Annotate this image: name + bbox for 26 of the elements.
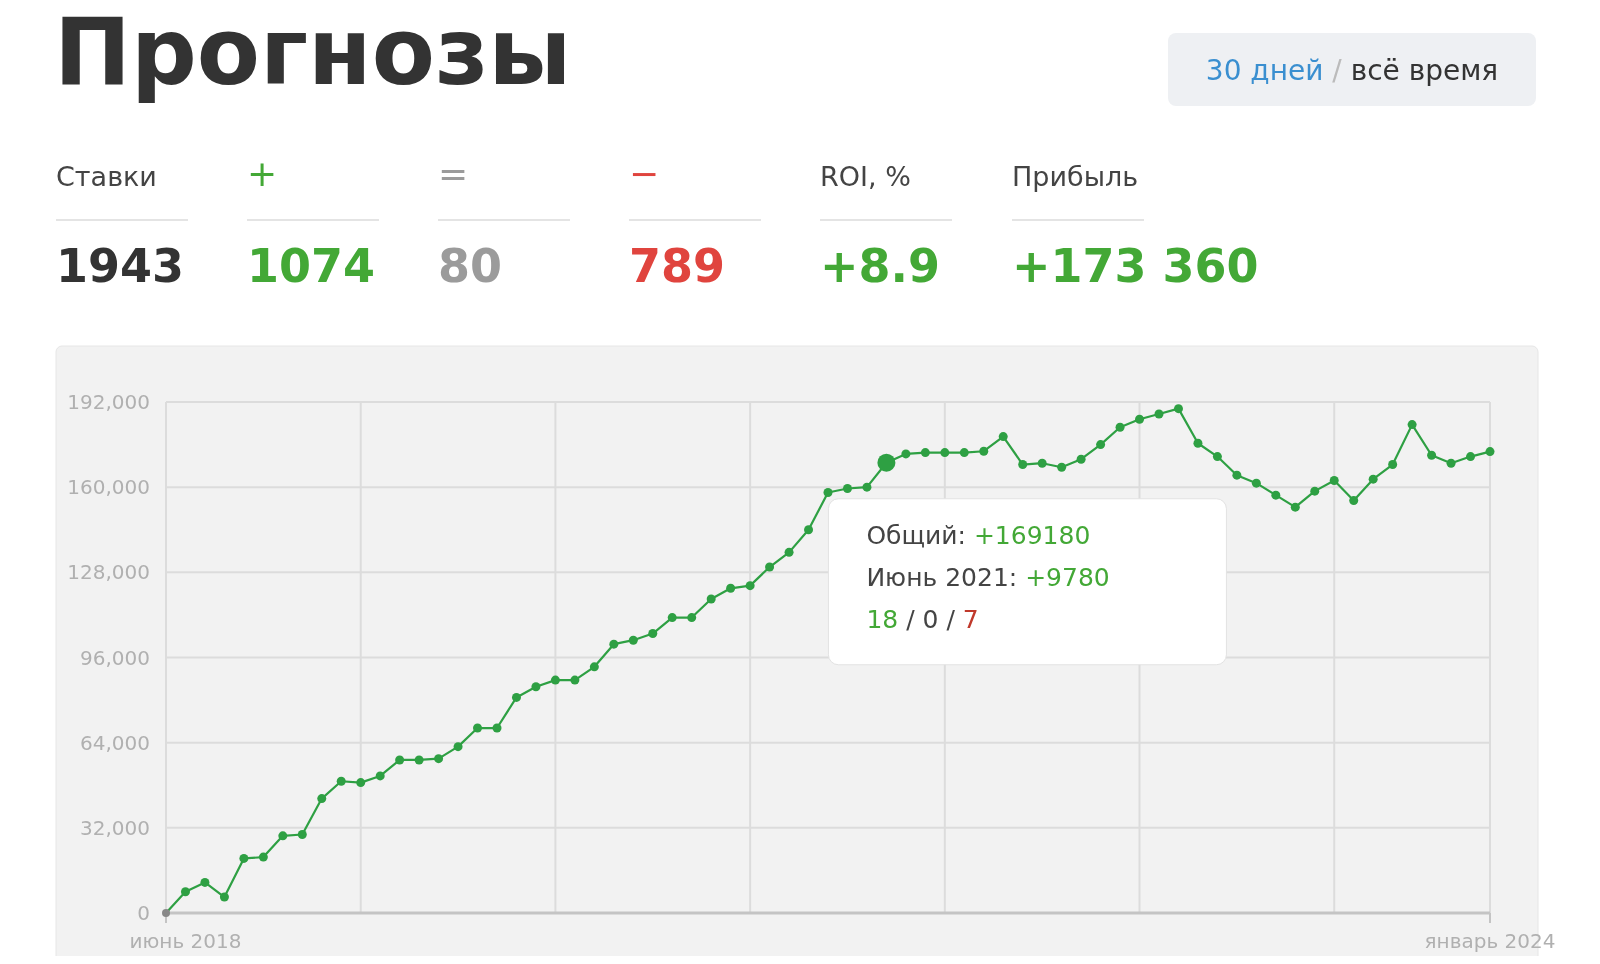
x-tick-label: январь 2024 — [1424, 929, 1556, 953]
y-tick-label: 96,000 — [80, 645, 150, 670]
y-tick-label: 64,000 — [80, 730, 150, 755]
text: +8.9 — [820, 239, 941, 293]
text: 80 — [438, 239, 503, 293]
x-tick-label: июнь 2018 — [129, 929, 242, 953]
text: 1943 — [56, 239, 185, 293]
annotation: Июнь 2021: +9780 — [866, 562, 1110, 592]
chart-title: Прогнозы — [54, 0, 572, 106]
text: 1074 — [247, 239, 376, 293]
text: Ставки — [56, 161, 157, 192]
y-tick-label: 160,000 — [67, 475, 150, 500]
y-tick-label: 32,000 — [80, 815, 150, 840]
text: ROI, % — [820, 161, 911, 192]
text: = — [438, 153, 469, 194]
text: +173 360 — [1012, 239, 1259, 293]
y-tick-label: 0 — [137, 901, 150, 925]
text: Прибыль — [1012, 161, 1139, 192]
annotation: 18 / 0 / 7 — [866, 604, 979, 634]
y-tick-label: 128,000 — [67, 560, 150, 585]
text: 30 дней / всё время — [1205, 54, 1499, 87]
annotation: Общий: +169180 — [866, 520, 1091, 550]
text: 789 — [629, 239, 726, 293]
y-tick-label: 192,000 — [67, 390, 150, 414]
text: − — [629, 153, 660, 194]
text: + — [247, 153, 278, 194]
